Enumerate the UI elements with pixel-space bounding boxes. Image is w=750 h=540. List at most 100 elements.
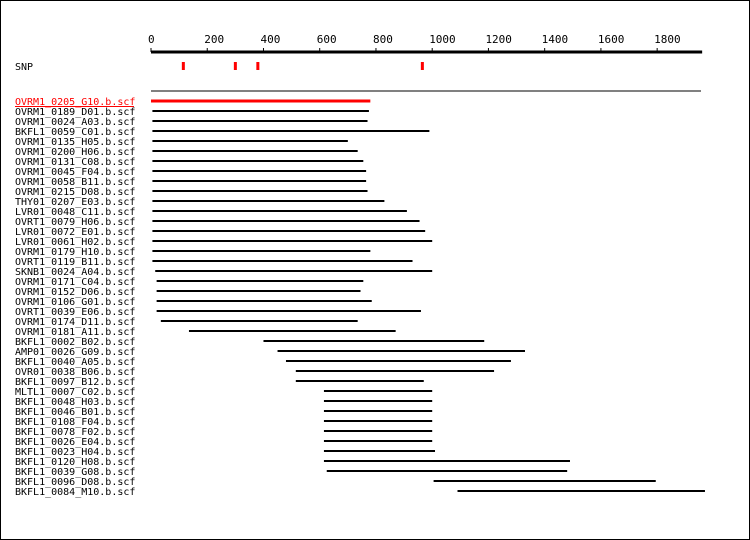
read-label[interactable]: BKFL1_0040_A05.b.scf: [15, 357, 135, 368]
reads-list: OVRM1_0205_G10.b.scfOVRM1_0189_D01.b.scf…: [15, 97, 705, 498]
read-row[interactable]: OVRM1_0171_C04.b.scf: [15, 277, 364, 288]
read-label[interactable]: MLTL1_0007_C02.b.scf: [15, 387, 135, 398]
read-label[interactable]: BKFL1_0108_F04.b.scf: [15, 417, 135, 428]
read-label[interactable]: BKFL1_0002_B02.b.scf: [15, 337, 135, 348]
read-row[interactable]: LVR01_0048_C11.b.scf: [15, 207, 407, 218]
read-row[interactable]: OVRT1_0119_B11.b.scf: [15, 257, 413, 268]
position-axis: 0 200 400 600 800 1000 1200 1400 1600 1800: [148, 33, 703, 54]
axis-tick-label: 800: [373, 33, 393, 46]
read-row[interactable]: MLTL1_0007_C02.b.scf: [15, 387, 433, 398]
snp-mark: [181, 62, 185, 70]
read-row[interactable]: BKFL1_0097_B12.b.scf: [15, 377, 424, 388]
read-row[interactable]: BKFL1_0039_G08.b.scf: [15, 467, 568, 478]
read-row[interactable]: LVR01_0072_E01.b.scf: [15, 227, 426, 238]
read-label[interactable]: OVRM1_0058_B11.b.scf: [15, 177, 135, 188]
snp-track: SNP: [15, 62, 424, 73]
read-row[interactable]: OVR01_0038_B06.b.scf: [15, 367, 495, 378]
read-row[interactable]: BKFL1_0040_A05.b.scf: [15, 357, 511, 368]
read-label[interactable]: THY01_0207_E03.b.scf: [15, 197, 135, 208]
read-label[interactable]: OVRM1_0024_A03.b.scf: [15, 117, 135, 128]
read-row[interactable]: BKFL1_0108_F04.b.scf: [15, 417, 433, 428]
read-label[interactable]: SKNB1_0024_A04.b.scf: [15, 267, 135, 278]
axis-tick-label: 400: [260, 33, 280, 46]
read-label[interactable]: OVRM1_0045_F04.b.scf: [15, 167, 135, 178]
read-row[interactable]: BKFL1_0023_H04.b.scf: [15, 447, 436, 458]
read-label[interactable]: BKFL1_0048_H03.b.scf: [15, 397, 135, 408]
read-row[interactable]: OVRM1_0106_G01.b.scf: [15, 297, 372, 308]
read-row[interactable]: SKNB1_0024_A04.b.scf: [15, 267, 433, 278]
read-label[interactable]: OVRT1_0119_B11.b.scf: [15, 257, 135, 268]
read-row[interactable]: OVRT1_0079_H06.b.scf: [15, 217, 420, 228]
read-row[interactable]: OVRM1_0131_C08.b.scf: [15, 157, 364, 168]
read-label[interactable]: BKFL1_0120_H08.b.scf: [15, 457, 135, 468]
read-row[interactable]: BKFL1_0078_F02.b.scf: [15, 427, 433, 438]
read-label[interactable]: OVRM1_0205_G10.b.scf: [15, 97, 135, 108]
read-row[interactable]: OVRM1_0181_A11.b.scf: [15, 327, 396, 338]
axis-tick-label: 0: [148, 33, 155, 46]
read-label[interactable]: BKFL1_0023_H04.b.scf: [15, 447, 135, 458]
read-label[interactable]: OVRM1_0174_D11.b.scf: [15, 317, 135, 328]
read-label[interactable]: OVRT1_0079_H06.b.scf: [15, 217, 135, 228]
read-label[interactable]: BKFL1_0026_E04.b.scf: [15, 437, 135, 448]
read-row[interactable]: OVRM1_0058_B11.b.scf: [15, 177, 367, 188]
read-row[interactable]: OVRM1_0135_H05.b.scf: [15, 137, 348, 148]
axis-tick-label: 600: [317, 33, 337, 46]
read-label[interactable]: OVRM1_0200_H06.b.scf: [15, 147, 135, 158]
read-label[interactable]: BKFL1_0096_D08.b.scf: [15, 477, 135, 488]
read-row[interactable]: AMP01_0026_G09.b.scf: [15, 347, 525, 358]
read-row[interactable]: OVRM1_0215_D08.b.scf: [15, 187, 368, 198]
read-row[interactable]: BKFL1_0096_D08.b.scf: [15, 477, 656, 488]
read-row[interactable]: THY01_0207_E03.b.scf: [15, 197, 385, 208]
read-label[interactable]: BKFL1_0097_B12.b.scf: [15, 377, 135, 388]
read-label[interactable]: OVRM1_0106_G01.b.scf: [15, 297, 135, 308]
read-label[interactable]: BKFL1_0046_B01.b.scf: [15, 407, 135, 418]
read-label[interactable]: OVRM1_0135_H05.b.scf: [15, 137, 135, 148]
read-row[interactable]: LVR01_0061_H02.b.scf: [15, 237, 433, 248]
read-row[interactable]: OVRM1_0045_F04.b.scf: [15, 167, 367, 178]
read-row[interactable]: BKFL1_0120_H08.b.scf: [15, 457, 570, 468]
read-row[interactable]: BKFL1_0048_H03.b.scf: [15, 397, 433, 408]
read-label[interactable]: OVRM1_0152_D06.b.scf: [15, 287, 135, 298]
read-row[interactable]: OVRM1_0200_H06.b.scf: [15, 147, 358, 158]
read-row[interactable]: OVRM1_0179_H10.b.scf: [15, 247, 371, 258]
axis-tick-label: 1000: [429, 33, 456, 46]
read-row[interactable]: OVRM1_0205_G10.b.scf: [15, 97, 371, 108]
read-label[interactable]: BKFL1_0084_M10.b.scf: [15, 487, 135, 498]
read-row[interactable]: BKFL1_0002_B02.b.scf: [15, 337, 485, 348]
read-row[interactable]: BKFL1_0026_E04.b.scf: [15, 437, 433, 448]
axis-tick-label: 1200: [485, 33, 512, 46]
read-row[interactable]: OVRM1_0152_D06.b.scf: [15, 287, 361, 298]
read-label[interactable]: OVRM1_0131_C08.b.scf: [15, 157, 135, 168]
read-row[interactable]: OVRM1_0024_A03.b.scf: [15, 117, 368, 128]
read-label[interactable]: LVR01_0072_E01.b.scf: [15, 227, 135, 238]
read-label[interactable]: LVR01_0061_H02.b.scf: [15, 237, 135, 248]
read-label[interactable]: OVRT1_0039_E06.b.scf: [15, 307, 135, 318]
read-label[interactable]: AMP01_0026_G09.b.scf: [15, 347, 135, 358]
read-label[interactable]: OVR01_0038_B06.b.scf: [15, 367, 135, 378]
read-row[interactable]: OVRM1_0174_D11.b.scf: [15, 317, 358, 328]
read-label[interactable]: OVRM1_0215_D08.b.scf: [15, 187, 135, 198]
axis-tick-label: 1400: [542, 33, 569, 46]
snp-track-label: SNP: [15, 62, 33, 73]
read-label[interactable]: BKFL1_0039_G08.b.scf: [15, 467, 135, 478]
read-label[interactable]: OVRM1_0179_H10.b.scf: [15, 247, 135, 258]
axis-tick-label: 1600: [598, 33, 625, 46]
read-row[interactable]: BKFL1_0059_C01.b.scf: [15, 127, 430, 138]
read-label[interactable]: LVR01_0048_C11.b.scf: [15, 207, 135, 218]
read-label[interactable]: OVRM1_0181_A11.b.scf: [15, 327, 135, 338]
snp-mark: [233, 62, 237, 70]
snp-mark: [420, 62, 424, 70]
read-label[interactable]: OVRM1_0189_D01.b.scf: [15, 107, 135, 118]
read-label[interactable]: BKFL1_0059_C01.b.scf: [15, 127, 135, 138]
read-row[interactable]: OVRT1_0039_E06.b.scf: [15, 307, 421, 318]
read-row[interactable]: BKFL1_0046_B01.b.scf: [15, 407, 433, 418]
axis-tick-label: 200: [204, 33, 224, 46]
read-row[interactable]: OVRM1_0189_D01.b.scf: [15, 107, 369, 118]
snp-mark: [256, 62, 260, 70]
axis-tick-label: 1800: [654, 33, 681, 46]
read-label[interactable]: OVRM1_0171_C04.b.scf: [15, 277, 135, 288]
read-label[interactable]: BKFL1_0078_F02.b.scf: [15, 427, 135, 438]
read-row[interactable]: BKFL1_0084_M10.b.scf: [15, 487, 705, 498]
